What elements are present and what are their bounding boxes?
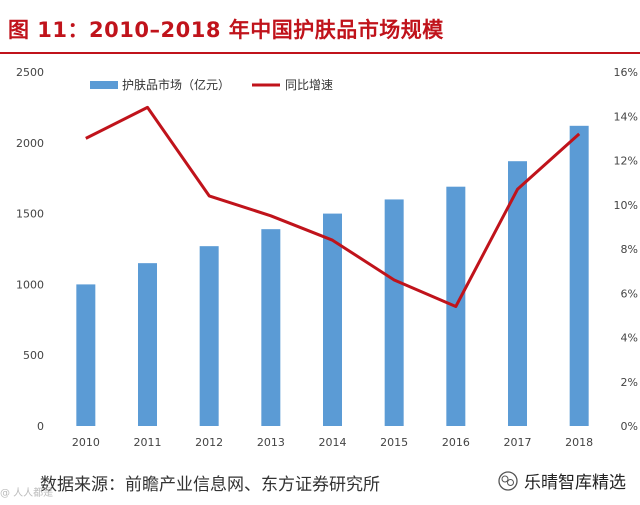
x-tick-2016: 2016	[442, 436, 470, 449]
y-right-tick-16%: 16%	[614, 66, 638, 79]
bar-2017	[508, 161, 527, 426]
legend: 护肤品市场（亿元） 同比增速	[90, 77, 333, 92]
y-left-tick-1500: 1500	[16, 208, 44, 221]
x-tick-2011: 2011	[134, 436, 162, 449]
y-right-tick-2%: 2%	[621, 376, 638, 389]
y-left-tick-0: 0	[37, 420, 44, 433]
y-left-tick-2000: 2000	[16, 137, 44, 150]
x-tick-2017: 2017	[504, 436, 532, 449]
x-tick-2014: 2014	[319, 436, 347, 449]
y-right-tick-10%: 10%	[614, 199, 638, 212]
legend-line-label: 同比增速	[285, 78, 333, 92]
x-tick-2013: 2013	[257, 436, 285, 449]
y-right-tick-14%: 14%	[614, 110, 638, 123]
y-left-tick-1000: 1000	[16, 278, 44, 291]
market-size-chart: 护肤品市场（亿元） 同比增速 2010 2011 2012 2013 2014 2015 2…	[16, 66, 638, 449]
growth-rate-line	[85, 105, 581, 308]
bar-2010	[76, 284, 96, 426]
y-left-tick-2500: 2500	[16, 66, 44, 79]
bar-2013	[261, 229, 281, 426]
x-tick-2010: 2010	[72, 436, 100, 449]
data-source: 数据来源：前瞻产业信息网、东方证券研究所	[40, 475, 380, 495]
legend-bar-swatch	[90, 81, 118, 89]
wechat-icon	[498, 470, 518, 491]
brand: 乐晴智库精选	[498, 468, 626, 493]
brand-name: 乐晴智库精选	[524, 473, 626, 493]
y-right-tick-0%: 0%	[621, 420, 638, 433]
legend-bar-label: 护肤品市场（亿元）	[122, 77, 230, 92]
bar-2018	[569, 125, 589, 427]
bar-2011	[138, 263, 157, 426]
y-right-tick-12%: 12%	[614, 155, 638, 168]
bar-2014	[323, 213, 342, 426]
watermark: @ 人人都是	[0, 488, 54, 499]
y-left-tick-500: 500	[23, 349, 44, 362]
y-right-tick-6%: 6%	[621, 287, 638, 300]
y-right-tick-8%: 8%	[621, 243, 638, 256]
bar-2015	[384, 199, 404, 426]
x-tick-2012: 2012	[195, 436, 223, 449]
x-tick-2015: 2015	[380, 436, 408, 449]
x-tick-2018: 2018	[565, 436, 593, 449]
bar-2012	[199, 246, 219, 426]
y-right-tick-4%: 4%	[621, 332, 638, 345]
title-rule	[0, 52, 640, 54]
page-title: 图 11：2010–2018 年中国护肤品市场规模	[8, 18, 444, 42]
